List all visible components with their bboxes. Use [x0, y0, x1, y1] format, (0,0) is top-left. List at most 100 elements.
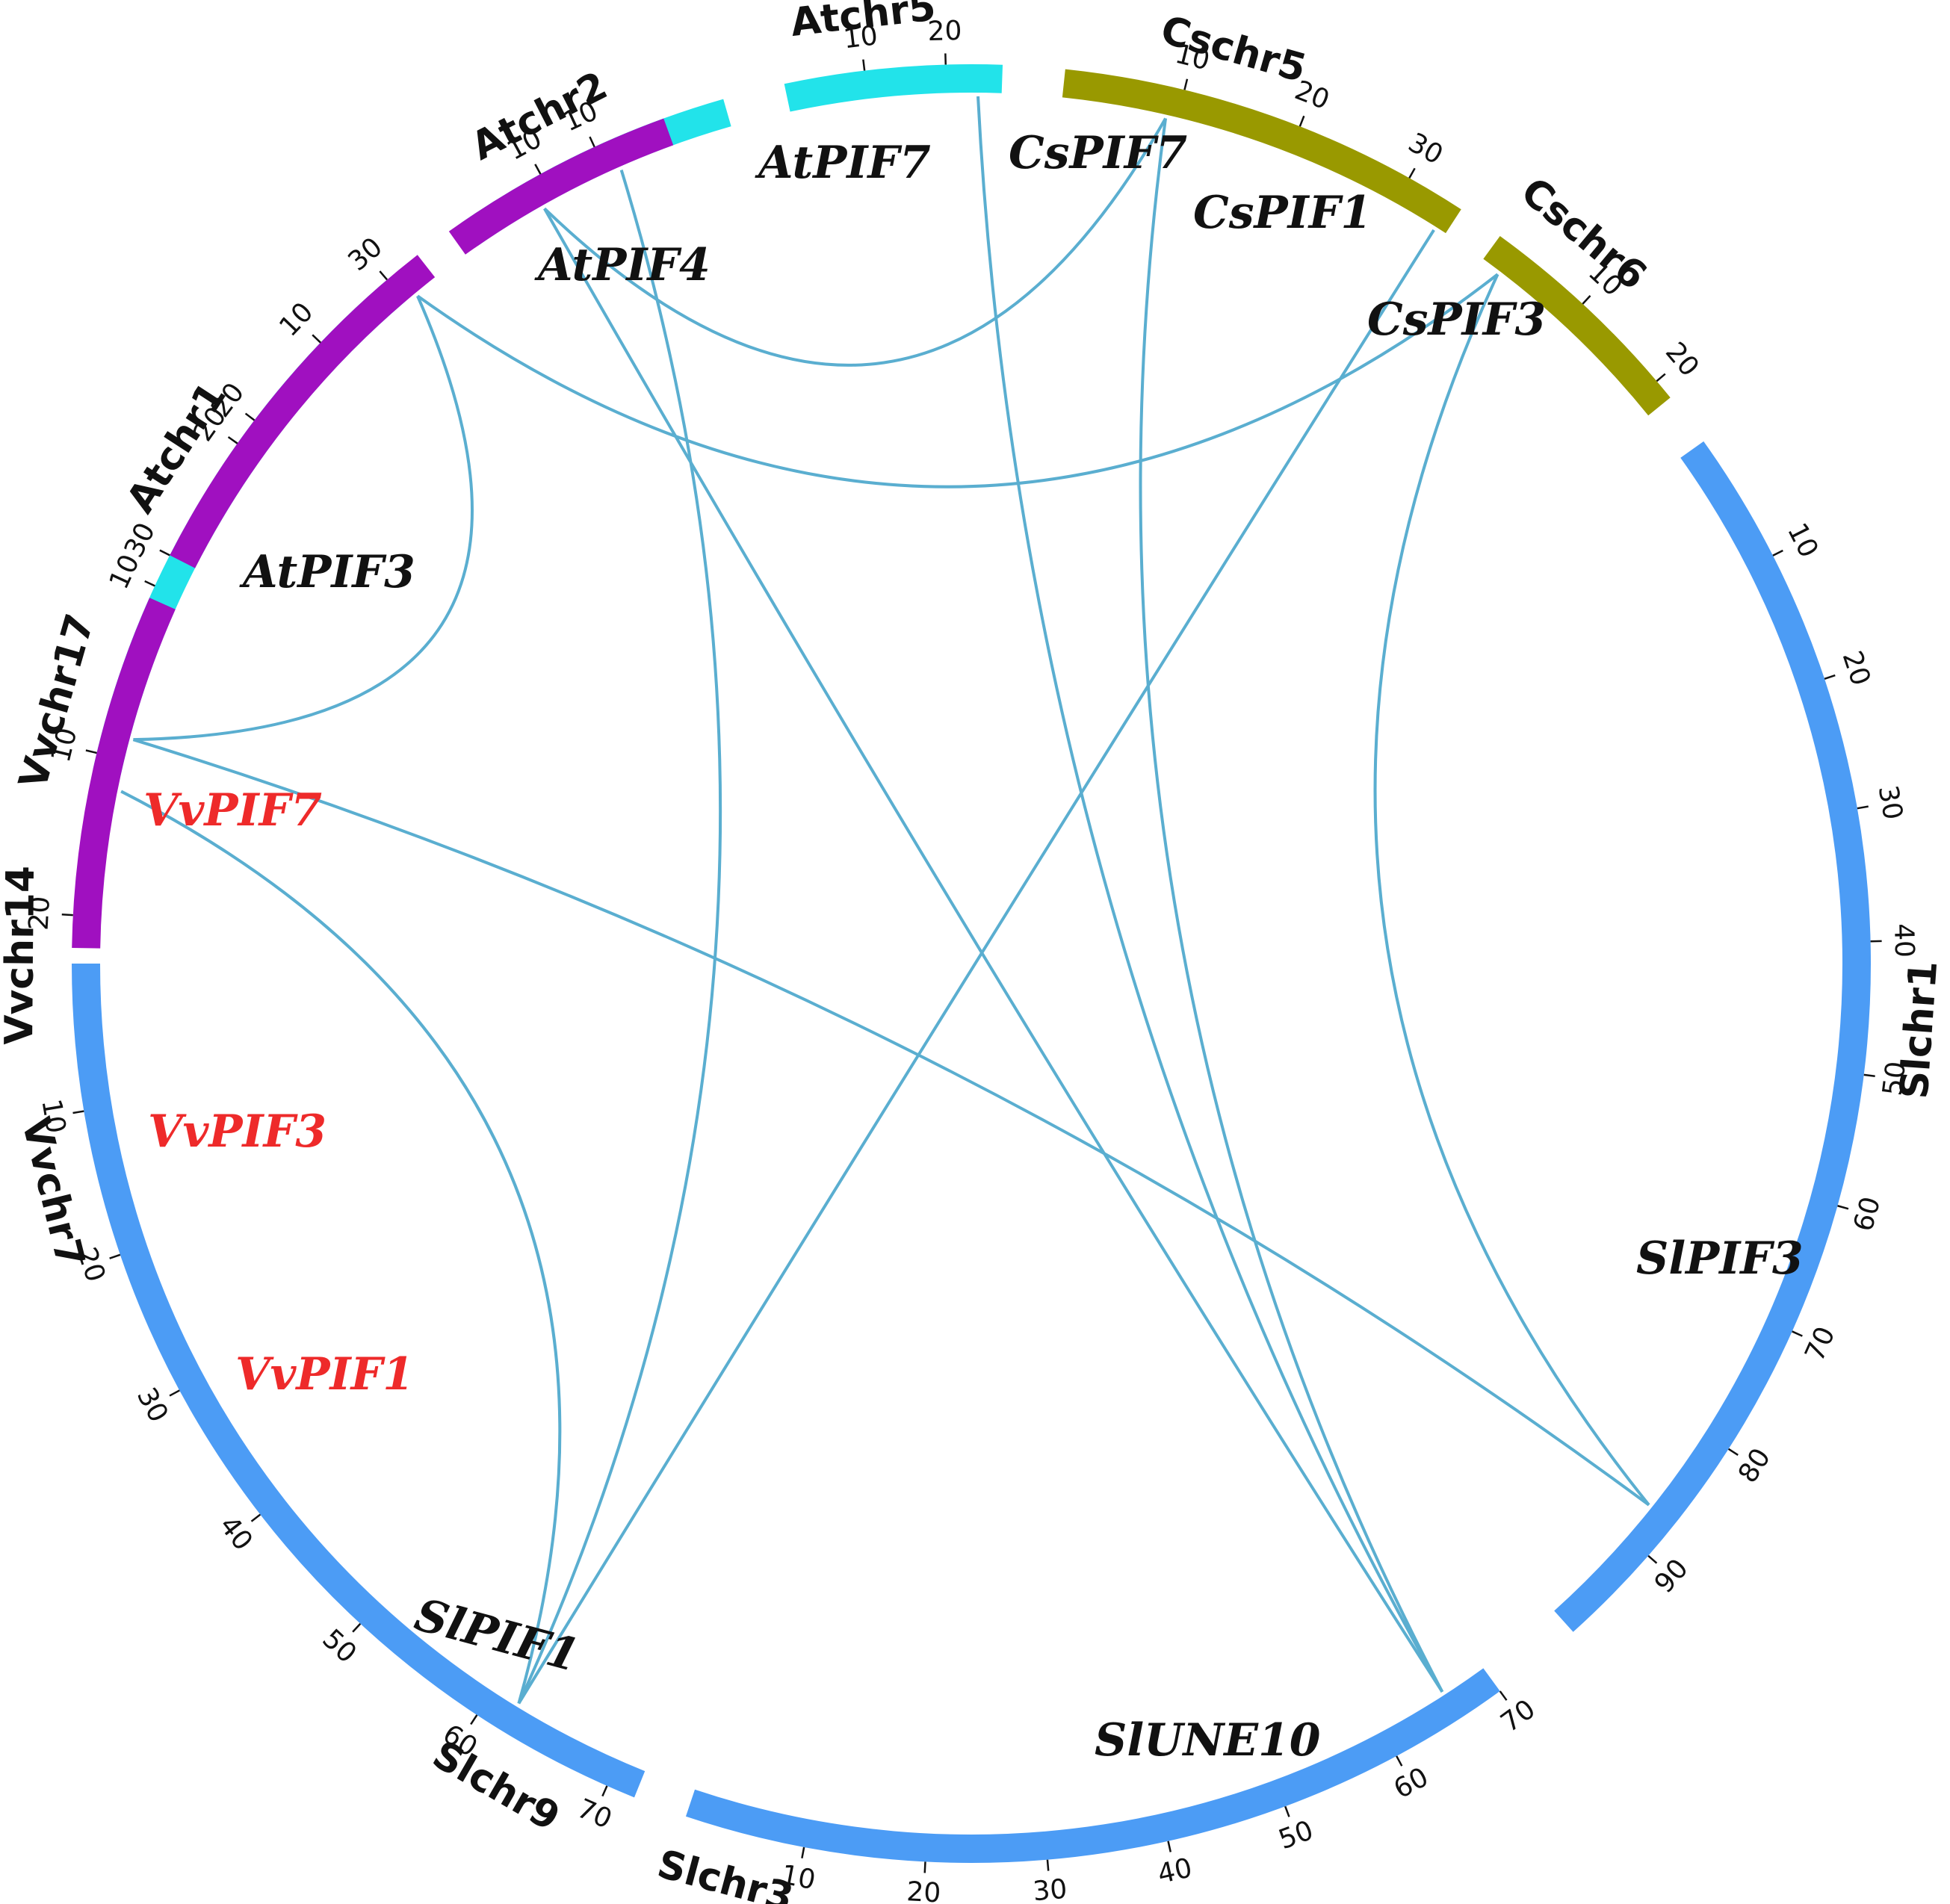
chromosome-arc-slchr1: [1554, 441, 1872, 1632]
tick-slchr3-50: [1284, 1805, 1290, 1817]
tick-slchr1-30: [1857, 805, 1869, 810]
tick-label-slchr1-60: 60: [1848, 1194, 1887, 1235]
gene-label-atpif4: AtPIF4: [534, 239, 711, 291]
gene-label-atpif7: AtPIF7: [755, 137, 931, 189]
tick-label-slchr1-80: 80: [1733, 1443, 1777, 1489]
tick-label-cschr6-20: 20: [1659, 337, 1705, 382]
tick-slchr1-50: [1863, 1073, 1875, 1077]
tick-vvchr14-20: [227, 435, 238, 444]
chromosome-arc-vvchr17: [448, 118, 674, 255]
gene-label-vvpif1: VvPIF1: [235, 1348, 414, 1401]
tick-label-atchr5-20: 20: [927, 16, 962, 47]
tick-slchr9-40: [250, 1513, 261, 1522]
tick-vvchr14-30: [159, 549, 170, 556]
tick-slchr3-20: [923, 1861, 926, 1873]
chromosome-label-vvchr7: Vvchr7: [13, 1113, 93, 1271]
tick-label-slchr3-30: 30: [1032, 1874, 1068, 1904]
link-atpif3-slpif3: [132, 738, 1650, 1507]
gene-label-atpif3: AtPIF3: [239, 546, 415, 598]
tick-slchr9-70: [601, 1785, 608, 1797]
tick-slchr3-60: [1396, 1755, 1403, 1767]
tick-slchr1-80: [1727, 1448, 1739, 1456]
link-atpif4-slpif1: [517, 170, 722, 1705]
link-cspif3-slpif3: [1373, 273, 1650, 1507]
gene-label-cspif7: CsPIF7: [1009, 127, 1187, 179]
tick-slchr3-30: [1046, 1859, 1050, 1871]
tick-slchr3-40: [1167, 1841, 1172, 1852]
link-cspif7-slune10: [1139, 118, 1444, 1693]
tick-label-slchr1-70: 70: [1799, 1322, 1841, 1366]
gene-label-cspif1: CsPIF1: [1193, 187, 1372, 239]
gene-label-slpif3: SlPIF3: [1636, 1232, 1804, 1285]
tick-slchr9-30: [169, 1389, 180, 1397]
link-vvpif1-slpif1: [120, 790, 562, 1705]
chromosome-label-vvchr17: Vvchr17: [10, 609, 103, 793]
tick-slchr1-90: [1647, 1554, 1658, 1564]
tick-label-slchr9-70: 70: [572, 1793, 616, 1835]
tick-slchr3-70: [1499, 1690, 1508, 1701]
link-atpif7-slune10: [976, 96, 1444, 1693]
tick-label-slchr1-40: 40: [1888, 923, 1919, 958]
chromosome-arc-cschr5: [1062, 69, 1461, 234]
gene-label-vvpif3: VvPIF3: [148, 1106, 326, 1158]
tick-label-slchr3-70: 70: [1496, 1694, 1541, 1739]
tick-atchr1-30: [379, 270, 389, 281]
chromosome-label-cschr5: Cschr5: [1156, 7, 1311, 91]
tick-label-slchr9-30: 30: [131, 1383, 174, 1427]
chromosome-arc-slchr3: [685, 1668, 1500, 1863]
tick-vvchr17-10: [534, 164, 542, 175]
tick-slchr1-60: [1837, 1205, 1849, 1210]
tick-vvchr7-10: [85, 749, 97, 754]
tick-slchr9-60: [470, 1714, 478, 1725]
tick-slchr1-10: [1772, 549, 1783, 556]
tick-cschr5-10: [1183, 78, 1189, 90]
chromosome-label-slchr1: Slchr1: [1892, 959, 1947, 1100]
tick-label-slchr3-20: 20: [906, 1876, 941, 1904]
tick-label-slchr9-40: 40: [213, 1510, 258, 1556]
tick-label-slchr1-20: 20: [1836, 647, 1876, 689]
chromosome-label-vvchr14: Vvchr14: [0, 866, 43, 1046]
tick-label-slchr3-60: 60: [1389, 1762, 1434, 1805]
gene-label-vvpif7: VvPIF7: [143, 784, 322, 837]
tick-slchr1-20: [1824, 674, 1836, 680]
tick-vvchr14-10: [312, 334, 321, 344]
gene-label-cspif3: CsPIF3: [1367, 294, 1546, 346]
link-cspif1-slpif1: [517, 229, 1435, 1705]
tick-cschr6-20: [1656, 373, 1666, 382]
link-cspif7-vvpif7: [543, 117, 1167, 367]
tick-label-slchr3-50: 50: [1275, 1815, 1317, 1855]
tick-slchr9-50: [352, 1622, 362, 1633]
link-atpif3-vvpif3: [133, 295, 474, 742]
tick-slchr9-20: [109, 1253, 121, 1259]
link-cspif3-vvpif3: [416, 273, 1499, 489]
tick-label-slchr9-10: 10: [35, 1097, 71, 1135]
tick-label-cschr5-30: 30: [1403, 127, 1448, 170]
tick-atchr1-10: [144, 580, 155, 587]
tick-slchr9-10: [72, 1110, 84, 1114]
tick-cschr5-30: [1408, 167, 1416, 179]
tick-vvchr7-20: [61, 914, 73, 917]
tick-atchr5-10: [862, 59, 866, 71]
chromosome-arc-vvchr14: [170, 255, 436, 568]
tick-label-slchr3-10: 10: [779, 1859, 818, 1896]
tick-atchr2-10: [589, 136, 595, 148]
tick-label-atchr1-30: 30: [342, 232, 388, 277]
tick-label-slchr1-10: 10: [1781, 518, 1824, 562]
tick-label-slchr1-90: 90: [1649, 1553, 1694, 1598]
link-vvpif7-slune10: [543, 208, 1444, 1693]
chromosome-arcs-layer: [61, 53, 1882, 1873]
chromosome-arc-slchr9: [72, 963, 646, 1798]
chromosome-label-slchr3: Slchr3: [653, 1842, 798, 1904]
tick-label-slchr1-30: 30: [1872, 783, 1908, 822]
tick-cschr6-10: [1582, 294, 1591, 305]
chromosome-arc-cschr6: [1483, 235, 1671, 416]
tick-label-atchr5-10: 10: [842, 20, 879, 55]
gene-label-slune10: SlUNE10: [1095, 1714, 1321, 1767]
tick-slchr1-70: [1792, 1330, 1803, 1337]
chromosome-arc-atchr5: [784, 64, 1003, 112]
tick-label-vvchr7-20: 20: [24, 896, 56, 931]
links-layer: [120, 96, 1650, 1705]
